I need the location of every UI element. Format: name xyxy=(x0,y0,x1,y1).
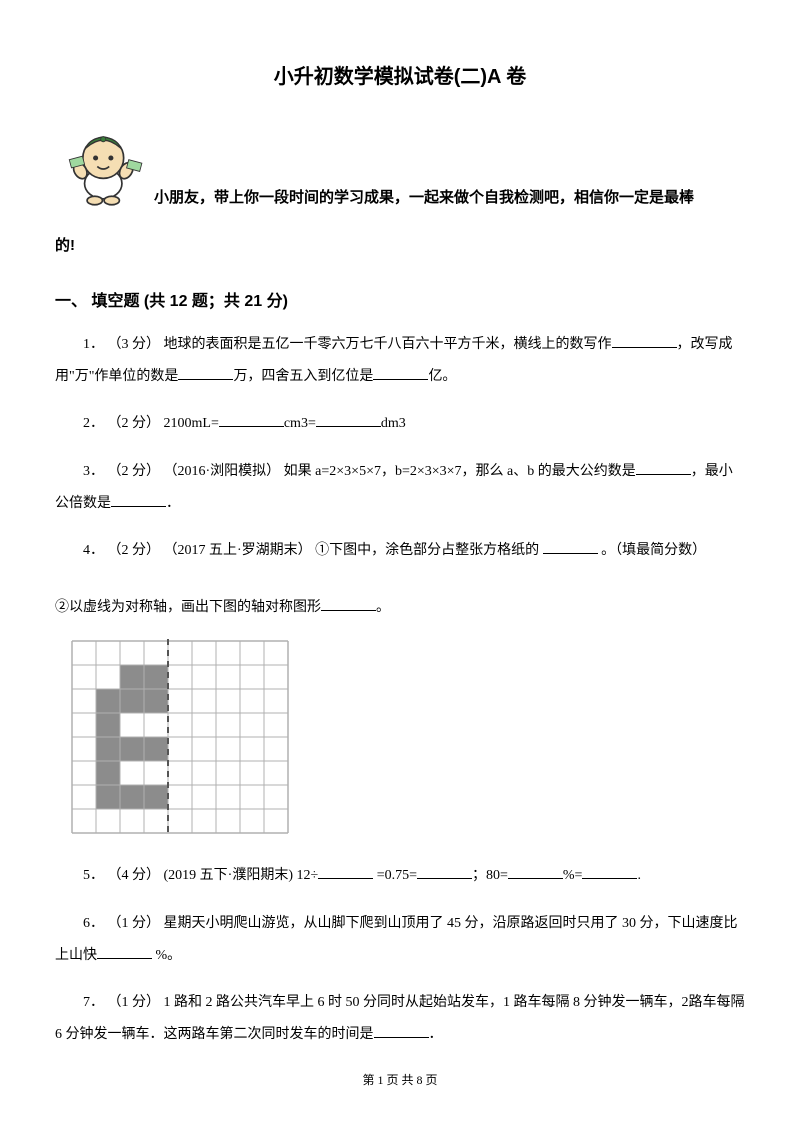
question-1: 1． （3 分） 地球的表面积是五亿一千零六万七千八百六十平方千米，横线上的数写… xyxy=(55,329,745,393)
blank xyxy=(318,864,373,879)
q-text: 。（填最简分数） xyxy=(598,543,707,558)
intro-text-1: 小朋友，带上你一段时间的学习成果，一起来做个自我检测吧，相信你一定是最棒 xyxy=(154,189,694,206)
blank xyxy=(582,864,637,879)
q-text: 亿。 xyxy=(428,369,456,384)
q-num: 5． xyxy=(83,868,104,883)
q-text: 2100mL= xyxy=(164,416,219,431)
blank xyxy=(612,333,677,348)
blank xyxy=(219,412,284,427)
q-num: 2． xyxy=(83,416,104,431)
q-num: 6． xyxy=(83,916,104,931)
q-num: 1． xyxy=(83,337,104,352)
page-title: 小升初数学模拟试卷(二)A 卷 xyxy=(55,60,745,89)
intro-block: 小朋友，带上你一段时间的学习成果，一起来做个自我检测吧，相信你一定是最棒 xyxy=(55,124,745,214)
q-text: ②以虚线为对称轴，画出下图的轴对称图形 xyxy=(55,600,321,615)
page-footer: 第 1 页 共 8 页 xyxy=(55,1071,745,1088)
section-heading: 一、 填空题 (共 12 题；共 21 分) xyxy=(55,287,745,311)
question-5: 5． （4 分） (2019 五下·濮阳期末) 12÷ =0.75= ；80= %=… xyxy=(55,860,745,892)
e-shape-figure xyxy=(70,639,745,840)
q-text: cm3= xyxy=(284,416,316,431)
question-4: 4． （2 分） （2017 五上·罗湖期末） ①下图中，涂色部分占整张方格纸的… xyxy=(55,535,745,567)
q-src: （2016·浏阳模拟） xyxy=(164,464,284,479)
question-3: 3． （2 分） （2016·浏阳模拟） 如果 a=2×3×5×7，b=2×3×… xyxy=(55,456,745,520)
q-text: 。 xyxy=(376,600,390,615)
blank xyxy=(543,539,598,554)
q-text: ． xyxy=(166,496,180,511)
question-7: 7． （1 分） 1 路和 2 路公共汽车早上 6 时 50 分同时从起始站发车… xyxy=(55,987,745,1051)
q-pts: （2 分） xyxy=(108,543,161,558)
page-container: 小升初数学模拟试卷(二)A 卷 小朋友，带上你一段时间的学习成果，一起来做个自我… xyxy=(0,0,800,1108)
q-text: %。 xyxy=(152,948,181,963)
blank xyxy=(417,864,472,879)
q-text: . xyxy=(637,868,641,883)
intro-text-2: 的! xyxy=(55,229,745,262)
q-pts: （2 分） xyxy=(108,416,161,431)
q-pts: （3 分） xyxy=(108,337,161,352)
blank xyxy=(636,460,691,475)
blank xyxy=(111,492,166,507)
q-num: 3． xyxy=(83,464,104,479)
q-text: ． xyxy=(429,1027,443,1042)
q-text: dm3 xyxy=(381,416,406,431)
blank xyxy=(316,412,381,427)
q-text: 地球的表面积是五亿一千零六万七千八百六十平方千米，横线上的数写作 xyxy=(164,337,612,352)
blank xyxy=(178,365,233,380)
q-num: 7． xyxy=(83,995,104,1010)
q-pts: （1 分） xyxy=(108,916,161,931)
q-text: =0.75= xyxy=(373,868,417,883)
blank xyxy=(97,944,152,959)
q-pts: （1 分） xyxy=(108,995,161,1010)
blank xyxy=(321,596,376,611)
q-text: 如果 a=2×3×5×7，b=2×3×3×7，那么 a、b 的最大公约数是 xyxy=(284,464,636,479)
q-src: （2017 五上·罗湖期末） xyxy=(164,543,316,558)
question-6: 6． （1 分） 星期天小明爬山游览，从山脚下爬到山顶用了 45 分，沿原路返回… xyxy=(55,908,745,972)
q-pts: （2 分） xyxy=(108,464,161,479)
q-text: 12÷ xyxy=(297,868,319,883)
question-4-sub2: ②以虚线为对称轴，画出下图的轴对称图形 。 xyxy=(55,592,745,624)
blank xyxy=(374,1023,429,1038)
q-pts: （4 分） xyxy=(108,868,161,883)
q-num: 4． xyxy=(83,543,104,558)
q-text: %= xyxy=(563,868,583,883)
mascot-icon xyxy=(65,124,150,214)
q-text: ；80= xyxy=(472,868,508,883)
question-2: 2． （2 分） 2100mL= cm3= dm3 xyxy=(55,408,745,440)
blank xyxy=(508,864,563,879)
q-text: 万，四舍五入到亿位是 xyxy=(233,369,373,384)
blank xyxy=(373,365,428,380)
q-src: (2019 五下·濮阳期末) xyxy=(164,868,297,883)
q-text: ①下图中，涂色部分占整张方格纸的 xyxy=(315,543,543,558)
